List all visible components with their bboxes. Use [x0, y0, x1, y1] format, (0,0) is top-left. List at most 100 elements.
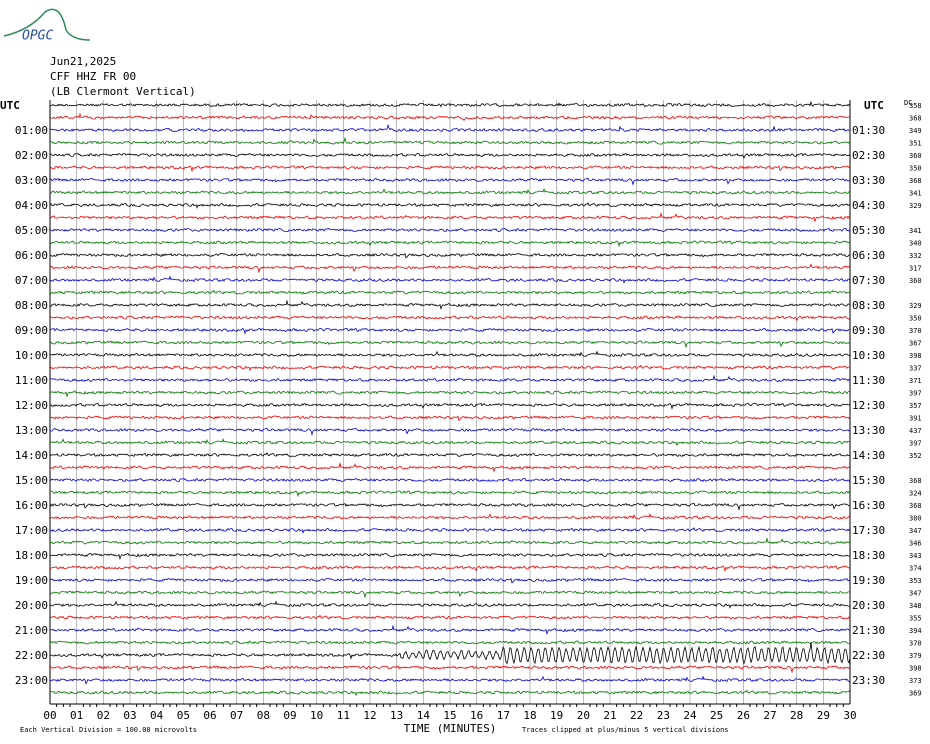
dc-value: 358: [909, 102, 922, 110]
right-time: 08:30: [852, 299, 885, 312]
left-time: 01:00: [15, 124, 48, 137]
dc-value: 343: [909, 552, 922, 560]
dc-value: 329: [909, 302, 922, 310]
x-tick-label: 13: [390, 709, 403, 722]
trace: [49, 590, 850, 599]
trace: [50, 374, 851, 383]
x-tick-label: 24: [683, 709, 697, 722]
left-time: 05:00: [15, 224, 48, 237]
right-time: 06:30: [852, 249, 885, 262]
left-time: 17:00: [15, 524, 48, 537]
left-time: 20:00: [15, 599, 48, 612]
x-tick-label: 03: [123, 709, 136, 722]
left-time: 02:00: [15, 149, 48, 162]
left-time: 22:00: [15, 649, 48, 662]
dc-value: 367: [909, 340, 922, 348]
right-time: 17:30: [852, 524, 885, 537]
right-time: 07:30: [852, 274, 885, 287]
left-time: 18:00: [15, 549, 48, 562]
x-tick-label: 02: [97, 709, 110, 722]
trace: [49, 513, 851, 520]
x-tick-label: 11: [337, 709, 350, 722]
dc-value: 373: [909, 677, 922, 685]
trace: [49, 123, 851, 133]
right-time: 02:30: [852, 149, 885, 162]
left-time: 09:00: [15, 324, 48, 337]
right-time: 12:30: [852, 399, 885, 412]
trace: [49, 152, 851, 159]
x-tick-label: 04: [150, 709, 164, 722]
dc-value: 374: [909, 565, 922, 573]
trace: [49, 402, 851, 410]
trace: [49, 211, 851, 223]
dc-value: 332: [909, 252, 922, 260]
trace: [49, 614, 851, 620]
dc-value: 346: [909, 540, 922, 548]
left-time: 11:00: [15, 374, 48, 387]
dc-value: 360: [909, 152, 922, 160]
dc-title: DC: [904, 99, 912, 107]
trace: [49, 553, 850, 561]
logo: OPGC: [22, 29, 53, 44]
left-time: 16:00: [15, 499, 48, 512]
x-tick-label: 05: [177, 709, 190, 722]
trace: [49, 202, 851, 209]
dc-value: 437: [909, 427, 922, 435]
right-time: 14:30: [852, 449, 885, 462]
x-tick-label: 08: [257, 709, 270, 722]
x-tick-label: 09: [283, 709, 296, 722]
trace: [49, 477, 851, 484]
dc-value: 357: [909, 402, 922, 410]
trace: [49, 252, 850, 259]
left-time: 10:00: [15, 349, 48, 362]
right-time: 23:30: [852, 674, 885, 687]
trace: [49, 502, 851, 511]
x-tick-label: 10: [310, 709, 323, 722]
station: CFF HHZ FR 00: [50, 70, 136, 83]
left-time: 21:00: [15, 624, 48, 637]
dc-value: 368: [909, 502, 922, 510]
right-title: UTC: [864, 99, 884, 112]
dc-value: 368: [909, 115, 922, 123]
right-time: 18:30: [852, 549, 885, 562]
date: Jun21,2025: [50, 55, 116, 68]
x-tick-label: 29: [817, 709, 830, 722]
right-time: 09:30: [852, 324, 885, 337]
x-tick-label: 18: [523, 709, 536, 722]
x-tick-label: 15: [443, 709, 456, 722]
right-time: 22:30: [852, 649, 885, 662]
trace: [49, 340, 851, 349]
trace: [49, 624, 851, 636]
trace: [49, 452, 851, 457]
trace: [49, 490, 851, 498]
left-time: 03:00: [15, 174, 48, 187]
x-tick-label: 25: [710, 709, 723, 722]
right-time: 04:30: [852, 199, 885, 212]
dc-value: 352: [909, 452, 922, 460]
x-tick-label: 07: [230, 709, 243, 722]
dc-value: 341: [909, 227, 922, 235]
left-time: 06:00: [15, 249, 48, 262]
dc-value: 324: [909, 490, 922, 498]
trace: [50, 536, 850, 545]
right-time: 03:30: [852, 174, 885, 187]
right-time: 19:30: [852, 574, 885, 587]
dc-value: 347: [909, 590, 922, 598]
dc-value: 360: [909, 277, 922, 285]
dc-value: 380: [909, 515, 922, 523]
trace: [49, 315, 851, 322]
dc-value: 329: [909, 202, 922, 210]
x-tick-label: 06: [203, 709, 216, 722]
trace: [49, 350, 851, 358]
trace: [49, 364, 851, 372]
right-time: 01:30: [852, 124, 885, 137]
x-tick-label: 22: [630, 709, 643, 722]
dc-value: 391: [909, 415, 922, 423]
clip-note: Traces clipped at plus/minus 5 vertical …: [522, 726, 729, 734]
dc-value: 397: [909, 390, 922, 398]
left-time: 07:00: [15, 274, 48, 287]
x-tick-label: 27: [763, 709, 776, 722]
dc-value: 353: [909, 577, 922, 585]
